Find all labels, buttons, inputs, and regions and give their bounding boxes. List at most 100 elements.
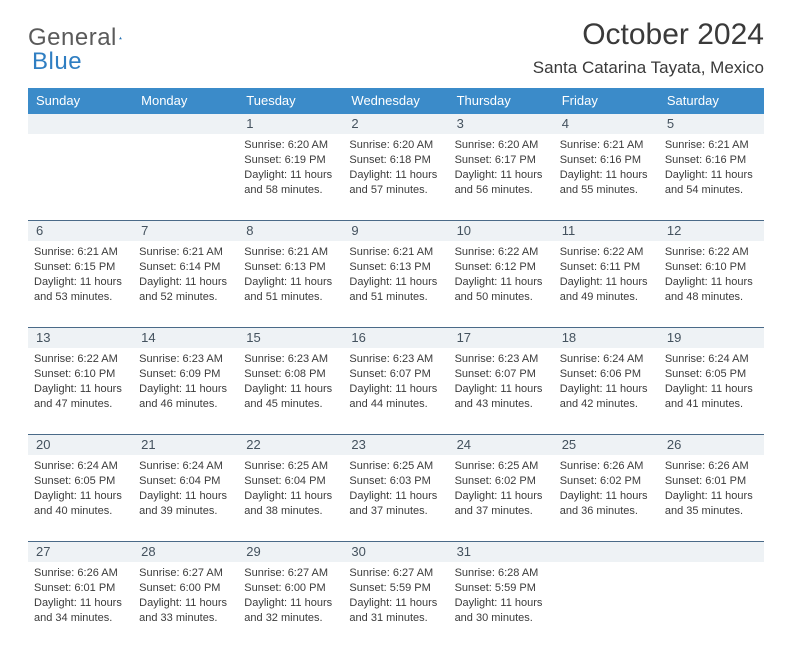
sunset-text: Sunset: 6:04 PM — [139, 474, 232, 489]
sunrise-text: Sunrise: 6:24 AM — [665, 352, 758, 367]
weeks-container: 12345Sunrise: 6:20 AMSunset: 6:19 PMDayl… — [28, 114, 764, 648]
day-cell: Sunrise: 6:22 AMSunset: 6:10 PMDaylight:… — [28, 348, 133, 434]
day-number: 28 — [133, 542, 238, 562]
sunrise-text: Sunrise: 6:21 AM — [665, 138, 758, 153]
daylight-text: Daylight: 11 hours and 50 minutes. — [455, 275, 548, 305]
day-number: 31 — [449, 542, 554, 562]
daylight-text: Daylight: 11 hours and 40 minutes. — [34, 489, 127, 519]
info-row: Sunrise: 6:26 AMSunset: 6:01 PMDaylight:… — [28, 562, 764, 648]
sunset-text: Sunset: 6:05 PM — [665, 367, 758, 382]
daynum-row: 2728293031 — [28, 541, 764, 562]
sunrise-text: Sunrise: 6:23 AM — [455, 352, 548, 367]
day-number — [133, 114, 238, 134]
day-number: 12 — [659, 221, 764, 241]
sunrise-text: Sunrise: 6:24 AM — [560, 352, 653, 367]
daylight-text: Daylight: 11 hours and 33 minutes. — [139, 596, 232, 626]
sunset-text: Sunset: 6:10 PM — [34, 367, 127, 382]
day-cell: Sunrise: 6:22 AMSunset: 6:11 PMDaylight:… — [554, 241, 659, 327]
daylight-text: Daylight: 11 hours and 30 minutes. — [455, 596, 548, 626]
day-number: 18 — [554, 328, 659, 348]
day-number: 20 — [28, 435, 133, 455]
sunrise-text: Sunrise: 6:21 AM — [139, 245, 232, 260]
sunset-text: Sunset: 6:00 PM — [139, 581, 232, 596]
sunset-text: Sunset: 5:59 PM — [349, 581, 442, 596]
daylight-text: Daylight: 11 hours and 45 minutes. — [244, 382, 337, 412]
sunrise-text: Sunrise: 6:22 AM — [560, 245, 653, 260]
day-number: 2 — [343, 114, 448, 134]
daynum-row: 20212223242526 — [28, 434, 764, 455]
day-cell: Sunrise: 6:23 AMSunset: 6:07 PMDaylight:… — [449, 348, 554, 434]
daylight-text: Daylight: 11 hours and 36 minutes. — [560, 489, 653, 519]
header: General October 2024 Santa Catarina Taya… — [28, 18, 764, 78]
day-cell: Sunrise: 6:27 AMSunset: 6:00 PMDaylight:… — [238, 562, 343, 648]
daylight-text: Daylight: 11 hours and 58 minutes. — [244, 168, 337, 198]
day-number: 14 — [133, 328, 238, 348]
sunset-text: Sunset: 6:16 PM — [560, 153, 653, 168]
brand-part2-abs: Blue — [32, 48, 82, 76]
sunset-text: Sunset: 6:03 PM — [349, 474, 442, 489]
sunrise-text: Sunrise: 6:24 AM — [139, 459, 232, 474]
day-number: 6 — [28, 221, 133, 241]
day-number: 17 — [449, 328, 554, 348]
sunrise-text: Sunrise: 6:24 AM — [34, 459, 127, 474]
day-number: 8 — [238, 221, 343, 241]
info-row: Sunrise: 6:21 AMSunset: 6:15 PMDaylight:… — [28, 241, 764, 327]
sunrise-text: Sunrise: 6:20 AM — [244, 138, 337, 153]
day-number: 24 — [449, 435, 554, 455]
daylight-text: Daylight: 11 hours and 37 minutes. — [349, 489, 442, 519]
brand-logo: General — [28, 18, 141, 52]
day-number: 30 — [343, 542, 448, 562]
daylight-text: Daylight: 11 hours and 51 minutes. — [349, 275, 442, 305]
weekday-fri: Friday — [554, 88, 659, 114]
day-number: 5 — [659, 114, 764, 134]
day-cell: Sunrise: 6:20 AMSunset: 6:18 PMDaylight:… — [343, 134, 448, 220]
daylight-text: Daylight: 11 hours and 56 minutes. — [455, 168, 548, 198]
sunrise-text: Sunrise: 6:20 AM — [349, 138, 442, 153]
sunrise-text: Sunrise: 6:21 AM — [349, 245, 442, 260]
sunset-text: Sunset: 6:06 PM — [560, 367, 653, 382]
daylight-text: Daylight: 11 hours and 42 minutes. — [560, 382, 653, 412]
day-cell: Sunrise: 6:23 AMSunset: 6:07 PMDaylight:… — [343, 348, 448, 434]
day-number: 3 — [449, 114, 554, 134]
sunrise-text: Sunrise: 6:25 AM — [349, 459, 442, 474]
day-number: 4 — [554, 114, 659, 134]
daylight-text: Daylight: 11 hours and 46 minutes. — [139, 382, 232, 412]
daylight-text: Daylight: 11 hours and 44 minutes. — [349, 382, 442, 412]
daylight-text: Daylight: 11 hours and 52 minutes. — [139, 275, 232, 305]
info-row: Sunrise: 6:24 AMSunset: 6:05 PMDaylight:… — [28, 455, 764, 541]
sunrise-text: Sunrise: 6:23 AM — [349, 352, 442, 367]
day-number: 13 — [28, 328, 133, 348]
day-number: 27 — [28, 542, 133, 562]
sunrise-text: Sunrise: 6:27 AM — [244, 566, 337, 581]
weekday-sat: Saturday — [659, 88, 764, 114]
daylight-text: Daylight: 11 hours and 39 minutes. — [139, 489, 232, 519]
daynum-row: 13141516171819 — [28, 327, 764, 348]
day-cell — [659, 562, 764, 648]
sunrise-text: Sunrise: 6:22 AM — [665, 245, 758, 260]
sunset-text: Sunset: 6:02 PM — [560, 474, 653, 489]
day-number: 22 — [238, 435, 343, 455]
daynum-row: 12345 — [28, 114, 764, 134]
day-cell: Sunrise: 6:25 AMSunset: 6:02 PMDaylight:… — [449, 455, 554, 541]
daylight-text: Daylight: 11 hours and 41 minutes. — [665, 382, 758, 412]
weekday-sun: Sunday — [28, 88, 133, 114]
calendar: Sunday Monday Tuesday Wednesday Thursday… — [28, 88, 764, 648]
daylight-text: Daylight: 11 hours and 31 minutes. — [349, 596, 442, 626]
daylight-text: Daylight: 11 hours and 34 minutes. — [34, 596, 127, 626]
day-cell: Sunrise: 6:23 AMSunset: 6:09 PMDaylight:… — [133, 348, 238, 434]
day-number: 16 — [343, 328, 448, 348]
sunset-text: Sunset: 6:07 PM — [455, 367, 548, 382]
day-number: 25 — [554, 435, 659, 455]
daylight-text: Daylight: 11 hours and 54 minutes. — [665, 168, 758, 198]
day-cell: Sunrise: 6:21 AMSunset: 6:13 PMDaylight:… — [238, 241, 343, 327]
daylight-text: Daylight: 11 hours and 38 minutes. — [244, 489, 337, 519]
day-cell: Sunrise: 6:26 AMSunset: 6:01 PMDaylight:… — [28, 562, 133, 648]
day-cell: Sunrise: 6:24 AMSunset: 6:05 PMDaylight:… — [659, 348, 764, 434]
weekday-mon: Monday — [133, 88, 238, 114]
sunset-text: Sunset: 5:59 PM — [455, 581, 548, 596]
day-cell: Sunrise: 6:28 AMSunset: 5:59 PMDaylight:… — [449, 562, 554, 648]
sail-icon — [119, 29, 122, 47]
day-number — [659, 542, 764, 562]
sunset-text: Sunset: 6:12 PM — [455, 260, 548, 275]
sunrise-text: Sunrise: 6:26 AM — [665, 459, 758, 474]
